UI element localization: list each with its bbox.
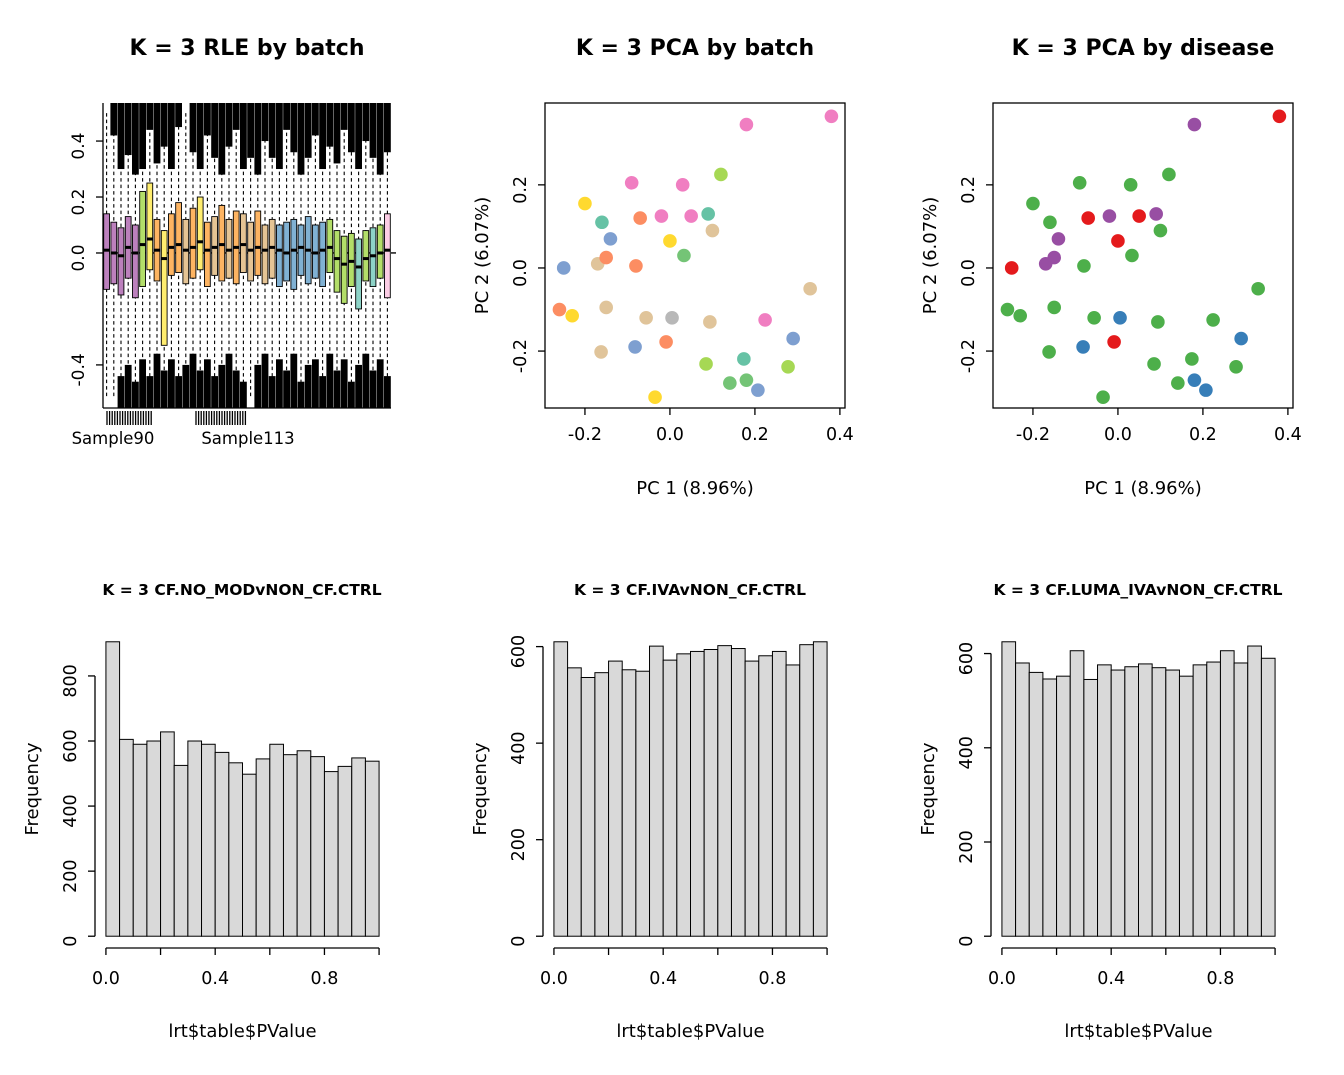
pvalue-histogram-iva: 0 200 400 600 0.0 0.4 0.8 lrt$table$PValue Frequ… bbox=[470, 635, 828, 1042]
panel-rle-by-batch: K = 3 RLE by batch 0.4 0.2 0.0 -0.4 Sample90… bbox=[0, 0, 448, 537]
svg-text:PC 1 (8.96%): PC 1 (8.96%) bbox=[636, 478, 754, 499]
svg-text:0.2: 0.2 bbox=[1189, 425, 1217, 445]
svg-text:Frequency: Frequency bbox=[470, 742, 491, 835]
svg-text:-0.4: -0.4 bbox=[69, 353, 89, 386]
svg-text:0.4: 0.4 bbox=[69, 133, 89, 160]
svg-text:0.0: 0.0 bbox=[511, 259, 531, 287]
svg-text:-0.2: -0.2 bbox=[959, 339, 979, 373]
svg-text:800: 800 bbox=[61, 664, 81, 697]
svg-text:0: 0 bbox=[957, 936, 977, 947]
panel-hist-luma-iva: K = 3 CF.LUMA_IVAvNON_CF.CTRL 0 200 400 600… bbox=[896, 537, 1344, 1075]
pvalue-histogram-luma-iva: 0 200 400 600 0.0 0.4 0.8 lrt$table$PValue Frequ… bbox=[918, 641, 1276, 1042]
hist-iva-title: K = 3 CF.IVAvNON_CF.CTRL bbox=[573, 581, 806, 599]
pca-disease-title: K = 3 PCA by disease bbox=[1011, 36, 1275, 61]
svg-text:0.4: 0.4 bbox=[1097, 969, 1125, 989]
svg-text:Frequency: Frequency bbox=[22, 742, 43, 835]
svg-text:0.0: 0.0 bbox=[1104, 425, 1132, 445]
svg-text:lrt$table$PValue: lrt$table$PValue bbox=[168, 1021, 316, 1042]
svg-text:0.0: 0.0 bbox=[92, 969, 120, 989]
svg-text:0.2: 0.2 bbox=[69, 188, 89, 215]
svg-text:600: 600 bbox=[957, 642, 977, 675]
panel-pca-by-disease: K = 3 PCA by disease -0.2 0.0 0.2 0.4 -0.2 0.… bbox=[896, 0, 1344, 537]
pca-batch-scatter-chart: -0.2 0.0 0.2 0.4 -0.2 0.0 0.2 PC 1 (8.96%) PC 2 … bbox=[472, 102, 854, 499]
svg-text:-0.2: -0.2 bbox=[1016, 425, 1050, 445]
svg-text:0: 0 bbox=[509, 936, 529, 947]
svg-text:0.0: 0.0 bbox=[656, 425, 684, 445]
svg-text:0.4: 0.4 bbox=[201, 969, 229, 989]
svg-text:-0.2: -0.2 bbox=[568, 425, 602, 445]
svg-text:600: 600 bbox=[509, 635, 529, 668]
svg-text:400: 400 bbox=[61, 794, 81, 827]
svg-text:PC 1 (8.96%): PC 1 (8.96%) bbox=[1084, 478, 1202, 499]
svg-text:400: 400 bbox=[957, 736, 977, 769]
panel-hist-no-mod: K = 3 CF.NO_MODvNON_CF.CTRL 0 200 400 600 80… bbox=[0, 537, 448, 1075]
svg-text:Frequency: Frequency bbox=[918, 742, 939, 835]
svg-text:-0.2: -0.2 bbox=[511, 339, 531, 373]
svg-text:0.8: 0.8 bbox=[759, 969, 787, 989]
hist-luma-iva-title: K = 3 CF.LUMA_IVAvNON_CF.CTRL bbox=[993, 581, 1283, 599]
pca-disease-scatter-chart: -0.2 0.0 0.2 0.4 -0.2 0.0 0.2 PC 1 (8.96%) PC 2 … bbox=[920, 102, 1302, 499]
svg-text:200: 200 bbox=[509, 828, 529, 861]
svg-text:0: 0 bbox=[61, 936, 81, 947]
svg-text:0.0: 0.0 bbox=[69, 244, 89, 271]
svg-text:400: 400 bbox=[509, 731, 529, 764]
panel-pca-by-batch: K = 3 PCA by batch -0.2 0.0 0.2 0.4 -0.2 0.0 0… bbox=[448, 0, 896, 537]
svg-text:lrt$table$PValue: lrt$table$PValue bbox=[1064, 1021, 1212, 1042]
svg-text:0.4: 0.4 bbox=[1274, 425, 1302, 445]
svg-text:lrt$table$PValue: lrt$table$PValue bbox=[616, 1021, 764, 1042]
pca-batch-title: K = 3 PCA by batch bbox=[575, 36, 815, 61]
svg-text:0.4: 0.4 bbox=[826, 425, 854, 445]
rle-boxplot-chart: 0.4 0.2 0.0 -0.4 Sample90 Sample113 bbox=[69, 103, 396, 448]
svg-text:200: 200 bbox=[957, 830, 977, 863]
hist-no-mod-title: K = 3 CF.NO_MODvNON_CF.CTRL bbox=[102, 581, 382, 599]
svg-text:0.4: 0.4 bbox=[649, 969, 677, 989]
svg-text:0.0: 0.0 bbox=[540, 969, 568, 989]
svg-text:0.2: 0.2 bbox=[959, 176, 979, 204]
svg-text:0.2: 0.2 bbox=[741, 425, 769, 445]
svg-text:600: 600 bbox=[61, 729, 81, 762]
pvalue-histogram-no-mod: 0 200 400 600 800 0.0 0.4 0.8 lrt$table$PValue Fr… bbox=[22, 641, 380, 1042]
svg-text:Sample113: Sample113 bbox=[201, 429, 294, 448]
svg-text:0.0: 0.0 bbox=[988, 969, 1016, 989]
panel-hist-iva: K = 3 CF.IVAvNON_CF.CTRL 0 200 400 600 0.0 0.… bbox=[448, 537, 896, 1075]
svg-text:0.8: 0.8 bbox=[1207, 969, 1235, 989]
svg-text:200: 200 bbox=[61, 859, 81, 892]
svg-text:PC 2 (6.07%): PC 2 (6.07%) bbox=[472, 197, 493, 315]
svg-text:0.2: 0.2 bbox=[511, 176, 531, 204]
svg-text:0.0: 0.0 bbox=[959, 259, 979, 287]
svg-text:0.8: 0.8 bbox=[311, 969, 339, 989]
rle-title: K = 3 RLE by batch bbox=[129, 36, 365, 61]
svg-text:PC 2 (6.07%): PC 2 (6.07%) bbox=[920, 197, 941, 315]
svg-text:Sample90: Sample90 bbox=[72, 429, 155, 448]
